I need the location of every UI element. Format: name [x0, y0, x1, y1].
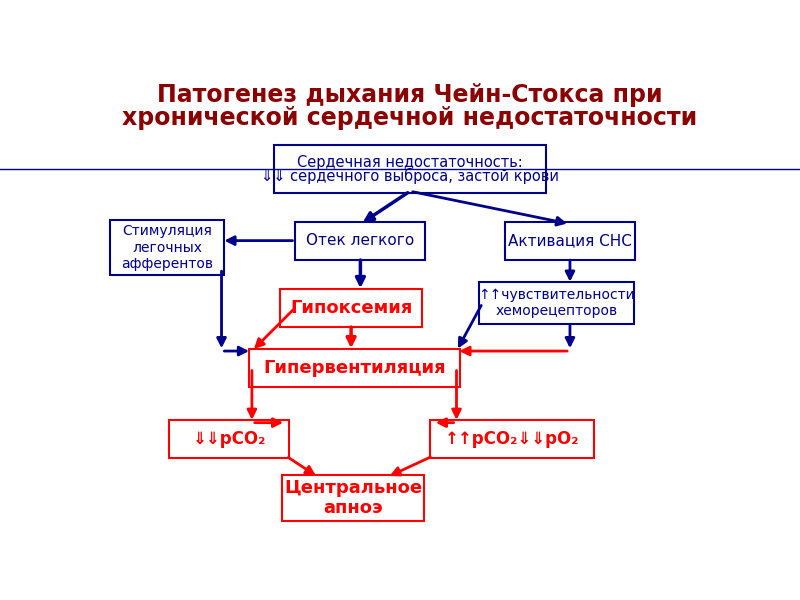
FancyBboxPatch shape — [280, 289, 422, 326]
Text: Гипервентиляция: Гипервентиляция — [263, 359, 446, 377]
Text: Сердечная недостаточность:: Сердечная недостаточность: — [297, 155, 523, 170]
Text: Отек легкого: Отек легкого — [306, 233, 414, 248]
Text: ↑↑pCO₂⇓⇓pO₂: ↑↑pCO₂⇓⇓pO₂ — [445, 430, 579, 448]
FancyBboxPatch shape — [249, 349, 459, 386]
Text: Стимуляция
легочных
афферентов: Стимуляция легочных афферентов — [121, 224, 213, 271]
Text: Патогенез дыхания Чейн-Стокса при: Патогенез дыхания Чейн-Стокса при — [157, 83, 663, 107]
Text: ↑↑чувствительности
хеморецепторов: ↑↑чувствительности хеморецепторов — [478, 288, 635, 318]
Text: Активация СНС: Активация СНС — [508, 233, 632, 248]
FancyBboxPatch shape — [169, 421, 290, 458]
FancyBboxPatch shape — [505, 221, 635, 260]
Text: Гипоксемия: Гипоксемия — [290, 299, 412, 317]
Text: ⇓⇓ сердечного выброса, застой крови: ⇓⇓ сердечного выброса, застой крови — [261, 167, 559, 184]
FancyBboxPatch shape — [295, 221, 426, 260]
FancyBboxPatch shape — [282, 475, 424, 521]
FancyBboxPatch shape — [430, 421, 594, 458]
Text: Центральное
апноэ: Центральное апноэ — [284, 479, 422, 517]
FancyBboxPatch shape — [274, 145, 546, 193]
FancyBboxPatch shape — [479, 282, 634, 324]
Text: ⇓⇓pCO₂: ⇓⇓pCO₂ — [192, 430, 266, 448]
FancyBboxPatch shape — [110, 220, 224, 275]
Text: хронической сердечной недостаточности: хронической сердечной недостаточности — [122, 106, 698, 130]
